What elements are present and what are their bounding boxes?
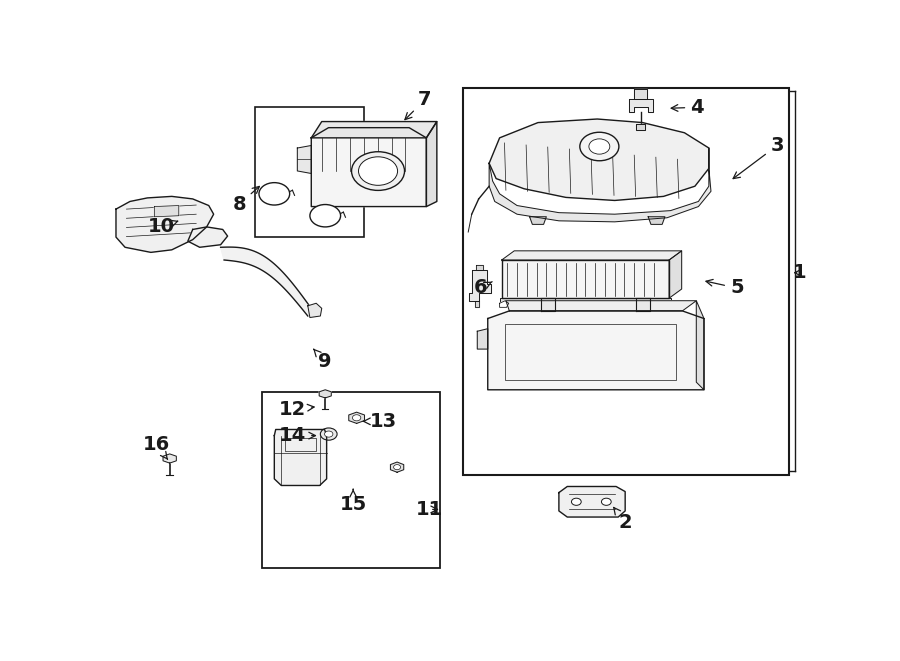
Polygon shape: [469, 270, 491, 301]
Text: 1: 1: [793, 263, 806, 282]
Text: 7: 7: [405, 90, 432, 120]
Circle shape: [325, 431, 333, 437]
Circle shape: [352, 152, 404, 190]
Polygon shape: [320, 390, 331, 398]
Text: 10: 10: [148, 217, 178, 237]
Polygon shape: [427, 122, 436, 207]
Polygon shape: [648, 217, 665, 224]
Circle shape: [589, 139, 610, 154]
Polygon shape: [163, 454, 176, 463]
Polygon shape: [490, 148, 711, 222]
Polygon shape: [636, 298, 651, 311]
Polygon shape: [634, 89, 647, 98]
Polygon shape: [297, 145, 311, 173]
Circle shape: [393, 465, 400, 470]
Text: 9: 9: [314, 349, 332, 371]
Polygon shape: [501, 251, 681, 260]
Bar: [284, 438, 316, 451]
Text: 11: 11: [416, 500, 444, 519]
Text: 13: 13: [364, 412, 397, 431]
Text: 16: 16: [143, 435, 170, 459]
Polygon shape: [541, 298, 555, 311]
Circle shape: [572, 498, 581, 505]
Text: 5: 5: [706, 278, 743, 297]
Text: 4: 4: [671, 98, 704, 117]
Polygon shape: [311, 128, 427, 207]
Polygon shape: [669, 251, 681, 298]
Text: 12: 12: [279, 400, 314, 418]
Bar: [463, 89, 789, 475]
Polygon shape: [220, 247, 311, 316]
Polygon shape: [391, 462, 404, 472]
Polygon shape: [501, 260, 669, 298]
Bar: [500, 298, 671, 304]
Circle shape: [320, 428, 338, 440]
Text: 3: 3: [734, 136, 784, 178]
Polygon shape: [506, 301, 697, 311]
Polygon shape: [349, 412, 364, 424]
Polygon shape: [474, 301, 479, 307]
Text: 14: 14: [279, 426, 316, 445]
Polygon shape: [697, 301, 704, 390]
Polygon shape: [559, 486, 626, 517]
Polygon shape: [635, 124, 645, 130]
Polygon shape: [274, 430, 327, 485]
Bar: [263, 393, 440, 568]
Polygon shape: [529, 217, 546, 224]
Polygon shape: [628, 98, 653, 112]
Polygon shape: [188, 227, 228, 247]
Circle shape: [358, 157, 398, 185]
Polygon shape: [476, 265, 483, 270]
Polygon shape: [477, 329, 488, 349]
Text: 2: 2: [614, 508, 632, 531]
Polygon shape: [500, 301, 508, 307]
Polygon shape: [311, 122, 436, 138]
Polygon shape: [490, 119, 709, 200]
Bar: [256, 107, 364, 237]
Polygon shape: [488, 311, 704, 390]
Circle shape: [259, 182, 290, 205]
Circle shape: [601, 498, 611, 505]
Polygon shape: [308, 303, 322, 317]
Bar: [505, 324, 676, 379]
Circle shape: [353, 414, 361, 421]
Polygon shape: [116, 196, 213, 253]
Text: 15: 15: [339, 489, 367, 514]
Circle shape: [580, 132, 619, 161]
Text: 8: 8: [232, 186, 259, 214]
Circle shape: [310, 204, 340, 227]
Polygon shape: [155, 206, 179, 217]
Text: 6: 6: [473, 278, 492, 297]
